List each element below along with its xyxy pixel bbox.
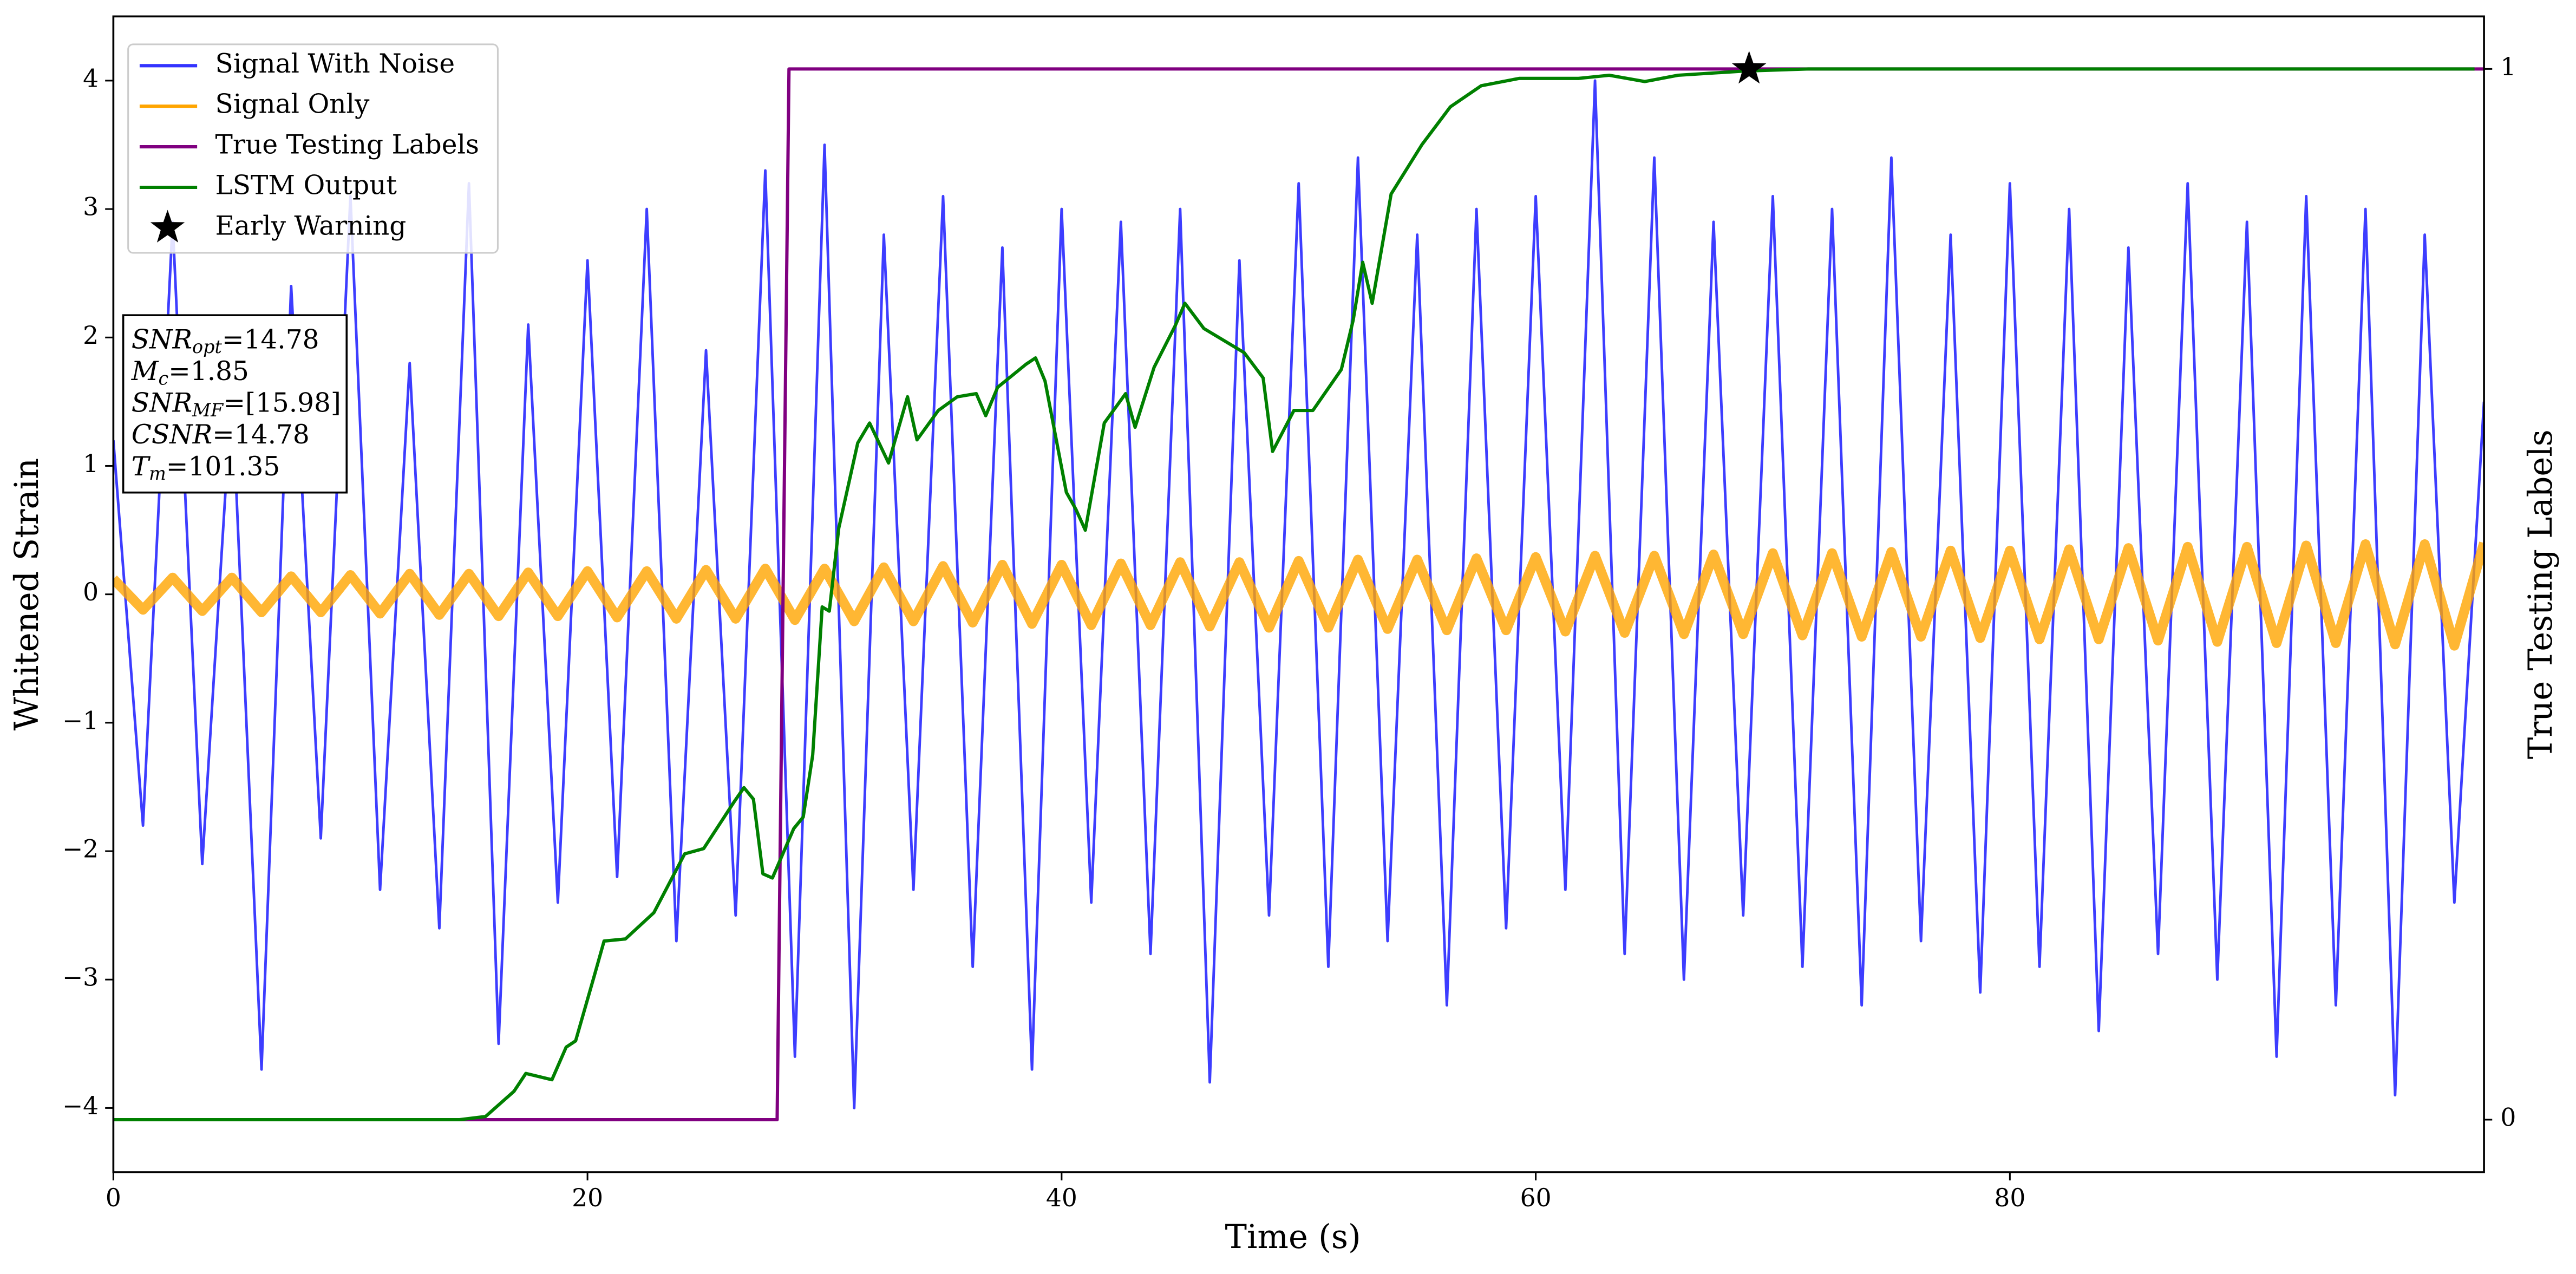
annotation-rest: =14.78 [222,324,319,355]
annotation-text: Mc=1.85 [131,356,249,389]
y-axis-label: Whitened Strain [8,458,46,731]
annotation-text: Tm=101.35 [132,451,280,484]
legend-marker [150,210,185,243]
annotation: SNRopt=14.78Mc=1.85SNRMF=[15.98]CSNR=14.… [122,314,348,494]
x-axis-label: Time (s) [1225,1218,1361,1256]
x-tick-label: 20 [572,1184,603,1212]
y-tick-label: 4 [83,64,99,93]
x-tick-label: 80 [1994,1184,2025,1212]
annotation-main: T [132,451,151,481]
legend-label: LSTM Output [215,170,397,200]
legend-box [127,43,499,254]
legend-label: Signal With Noise [215,49,455,79]
series-line [113,539,2485,651]
early-warning-marker [1731,50,1767,84]
x-tick-label: 60 [1520,1184,1552,1212]
annotation-sub: c [158,368,168,389]
series-line [113,67,2475,1122]
y-tick-label: 1 [83,449,99,478]
x-tick-label: 0 [106,1184,121,1212]
annotation-rest: =[15.98] [223,388,341,418]
annotation-box [122,314,348,494]
legend-label: True Testing Labels [215,130,479,160]
annotation-rest: =14.78 [212,420,310,450]
annotation-main: M [131,356,159,387]
annotation-main: SNR [132,324,192,355]
annotation-main: SNR [132,388,192,418]
annotation-sub: m [149,463,166,484]
annotation-text: SNRopt=14.78 [132,324,319,357]
annotation-text: CSNR=14.78 [132,420,310,450]
series-line [113,79,2485,1109]
legend-label: Early Warning [215,211,407,241]
annotation-text: SNRMF=[15.98] [132,388,341,421]
annotation-rest: =1.85 [168,356,249,387]
y-tick-label: 0 [83,578,99,606]
annotation-main: CSNR [132,420,212,450]
legend-label: Signal Only [215,89,370,120]
y-tick-label: −2 [62,835,99,864]
annotation-sub: MF [192,400,224,421]
y-tick-label: −4 [62,1092,99,1120]
y-tick-label: −1 [62,706,99,735]
annotation-sub: opt [192,336,222,357]
y-tick-label: −3 [62,963,99,992]
annotation-rest: =101.35 [166,451,280,481]
y-tick-label: 3 [83,193,99,221]
y-tick-label: 2 [83,321,99,350]
x-tick-label: 40 [1046,1184,1077,1212]
y2-axis-label: True Testing Labels [2522,429,2560,759]
legend: Signal With Noise Signal Only True Testing… [127,43,499,254]
y2-tick-label: 0 [2500,1103,2516,1132]
y2-tick-label: 1 [2500,53,2516,81]
